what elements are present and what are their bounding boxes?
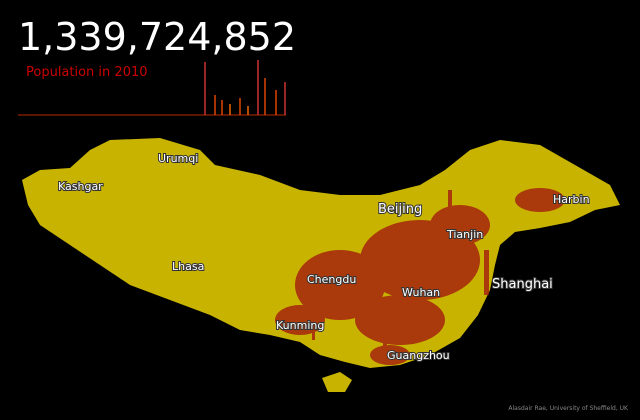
city-label: Chengdu	[307, 273, 356, 286]
city-label: Shanghai	[492, 277, 553, 292]
hainan	[322, 372, 352, 392]
city-label: Tianjin	[446, 228, 483, 241]
city-label: Kunming	[276, 319, 324, 332]
city-label: Wuhan	[402, 286, 440, 299]
city-label: Beijing	[378, 202, 422, 217]
city-label: Urumqi	[158, 152, 198, 165]
china-land	[22, 138, 620, 368]
city-label: Harbin	[553, 193, 590, 206]
population-density	[275, 188, 565, 365]
city-label: Lhasa	[172, 260, 204, 273]
city-label: Kashgar	[58, 180, 103, 193]
histogram	[18, 60, 286, 116]
credit: Alasdair Rae, University of Sheffield, U…	[508, 405, 629, 412]
city-label: Guangzhou	[387, 349, 450, 362]
subtitle: Population in 2010	[26, 65, 148, 80]
total-population: 1,339,724,852	[18, 15, 296, 59]
